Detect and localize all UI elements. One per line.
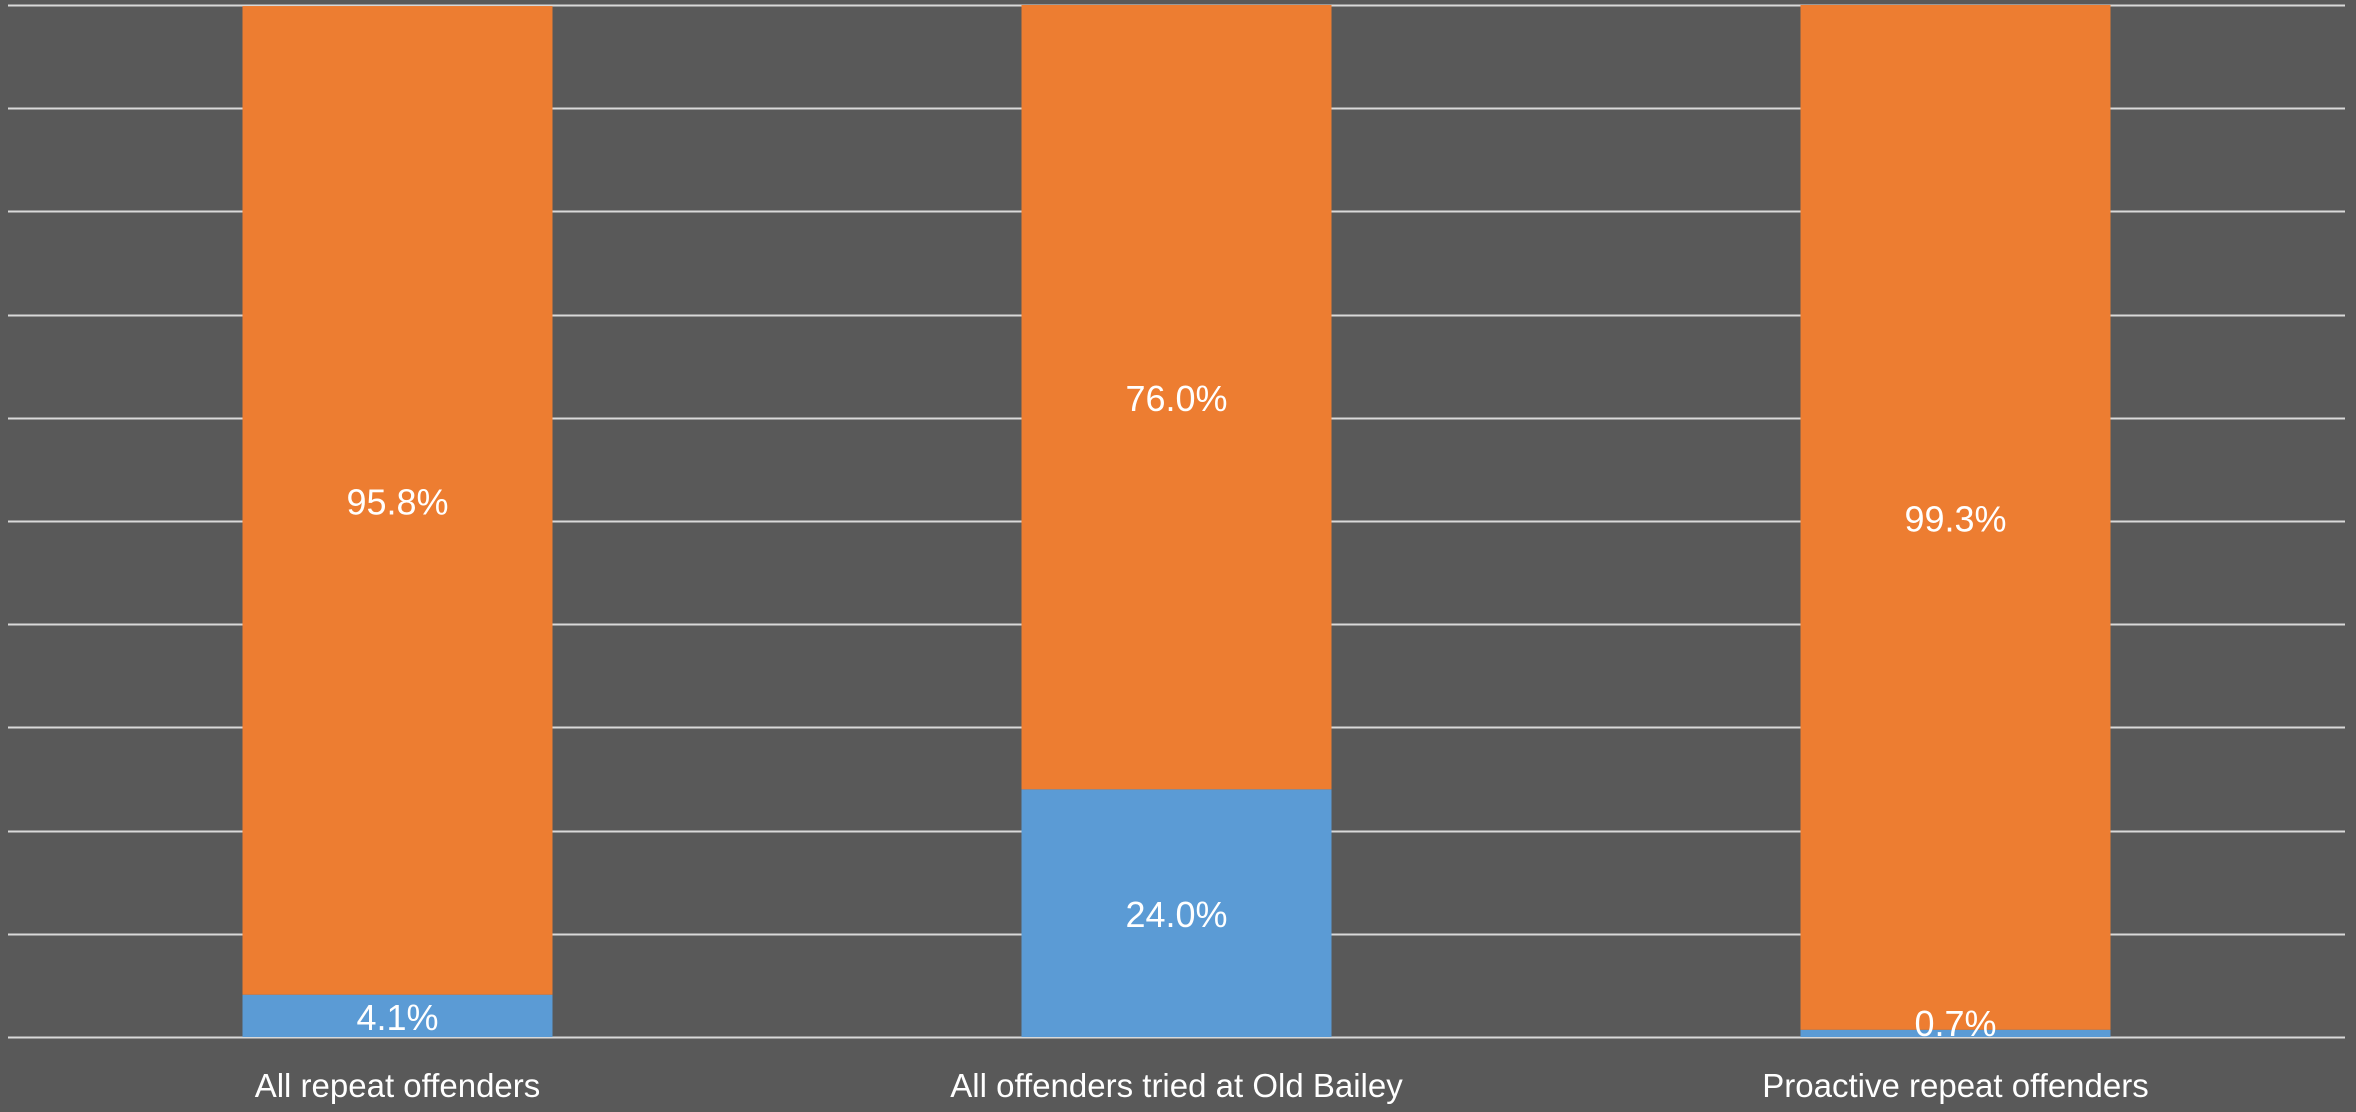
bar-segment-series-2 — [1021, 5, 1332, 790]
bar-segment-series-1 — [1021, 789, 1332, 1037]
bar-segment-series-2 — [242, 6, 553, 995]
data-label: 99.3% — [1904, 498, 2006, 539]
data-label: 0.7% — [1914, 1003, 1996, 1044]
x-tick-label: All repeat offenders — [255, 1067, 541, 1104]
bars — [242, 5, 2111, 1037]
bar-segment-series-2 — [1800, 5, 2111, 1030]
data-label: 95.8% — [346, 481, 448, 522]
x-tick-label: All offenders tried at Old Bailey — [950, 1067, 1403, 1104]
data-label: 24.0% — [1125, 894, 1227, 935]
data-labels: 4.1% 95.8% 24.0% 76.0% 0.7% 99.3% — [346, 378, 2006, 1044]
x-axis: All repeat offenders All offenders tried … — [255, 1067, 2149, 1104]
data-label: 76.0% — [1125, 378, 1227, 419]
bar-segment-series-1 — [242, 994, 553, 1037]
x-tick-label: Proactive repeat offenders — [1762, 1067, 2148, 1104]
bar-segment-series-1 — [1800, 1029, 2111, 1037]
data-label: 4.1% — [356, 997, 438, 1038]
